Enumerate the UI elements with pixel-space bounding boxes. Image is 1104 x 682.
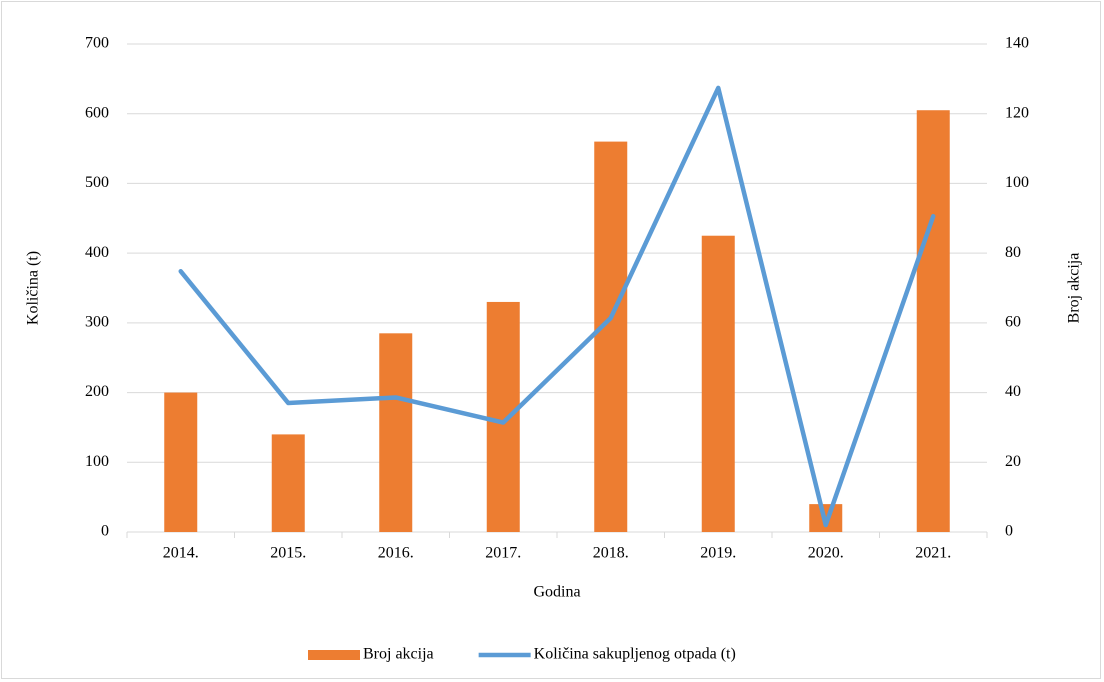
- y-tick-label: 100: [85, 453, 109, 470]
- y2-tick-label: 0: [1005, 523, 1013, 540]
- y-tick-label: 400: [85, 244, 109, 261]
- legend-swatch: [308, 650, 360, 660]
- bar: [916, 110, 950, 532]
- y-axis-title: Količina (t): [25, 251, 42, 325]
- x-tick-label: 2021.: [915, 545, 951, 562]
- bar: [594, 141, 628, 532]
- y-tick-label: 200: [85, 383, 109, 400]
- bar: [486, 301, 520, 532]
- y-tick-label: 600: [85, 104, 109, 121]
- y-tick-label: 700: [85, 35, 109, 52]
- bar: [701, 235, 735, 532]
- x-axis-title: Godina: [533, 584, 580, 601]
- y2-tick-label: 20: [1005, 453, 1021, 470]
- y-tick-label: 300: [85, 314, 109, 331]
- x-tick-label: 2019.: [700, 545, 736, 562]
- x-tick-label: 2017.: [485, 545, 521, 562]
- y2-tick-label: 40: [1005, 383, 1021, 400]
- legend-label: Količina sakupljenog otpada (t): [534, 646, 736, 663]
- y2-tick-label: 100: [1005, 174, 1029, 191]
- y2-tick-label: 80: [1005, 244, 1021, 261]
- x-tick-label: 2014.: [163, 545, 199, 562]
- y-tick-label: 0: [101, 523, 109, 540]
- x-tick-label: 2020.: [808, 545, 844, 562]
- y-tick-label: 500: [85, 174, 109, 191]
- y2-axis-title: Broj akcija: [1066, 253, 1083, 324]
- y2-tick-label: 120: [1005, 104, 1029, 121]
- line: [178, 85, 936, 528]
- x-tick-label: 2018.: [593, 545, 629, 562]
- bar: [164, 392, 198, 532]
- y2-tick-label: 140: [1005, 35, 1029, 52]
- bar: [271, 434, 305, 532]
- bar: [379, 333, 413, 532]
- y2-tick-label: 60: [1005, 314, 1021, 331]
- legend-label: Broj akcija: [363, 646, 434, 663]
- x-tick-label: 2016.: [378, 545, 414, 562]
- x-tick-label: 2015.: [270, 545, 306, 562]
